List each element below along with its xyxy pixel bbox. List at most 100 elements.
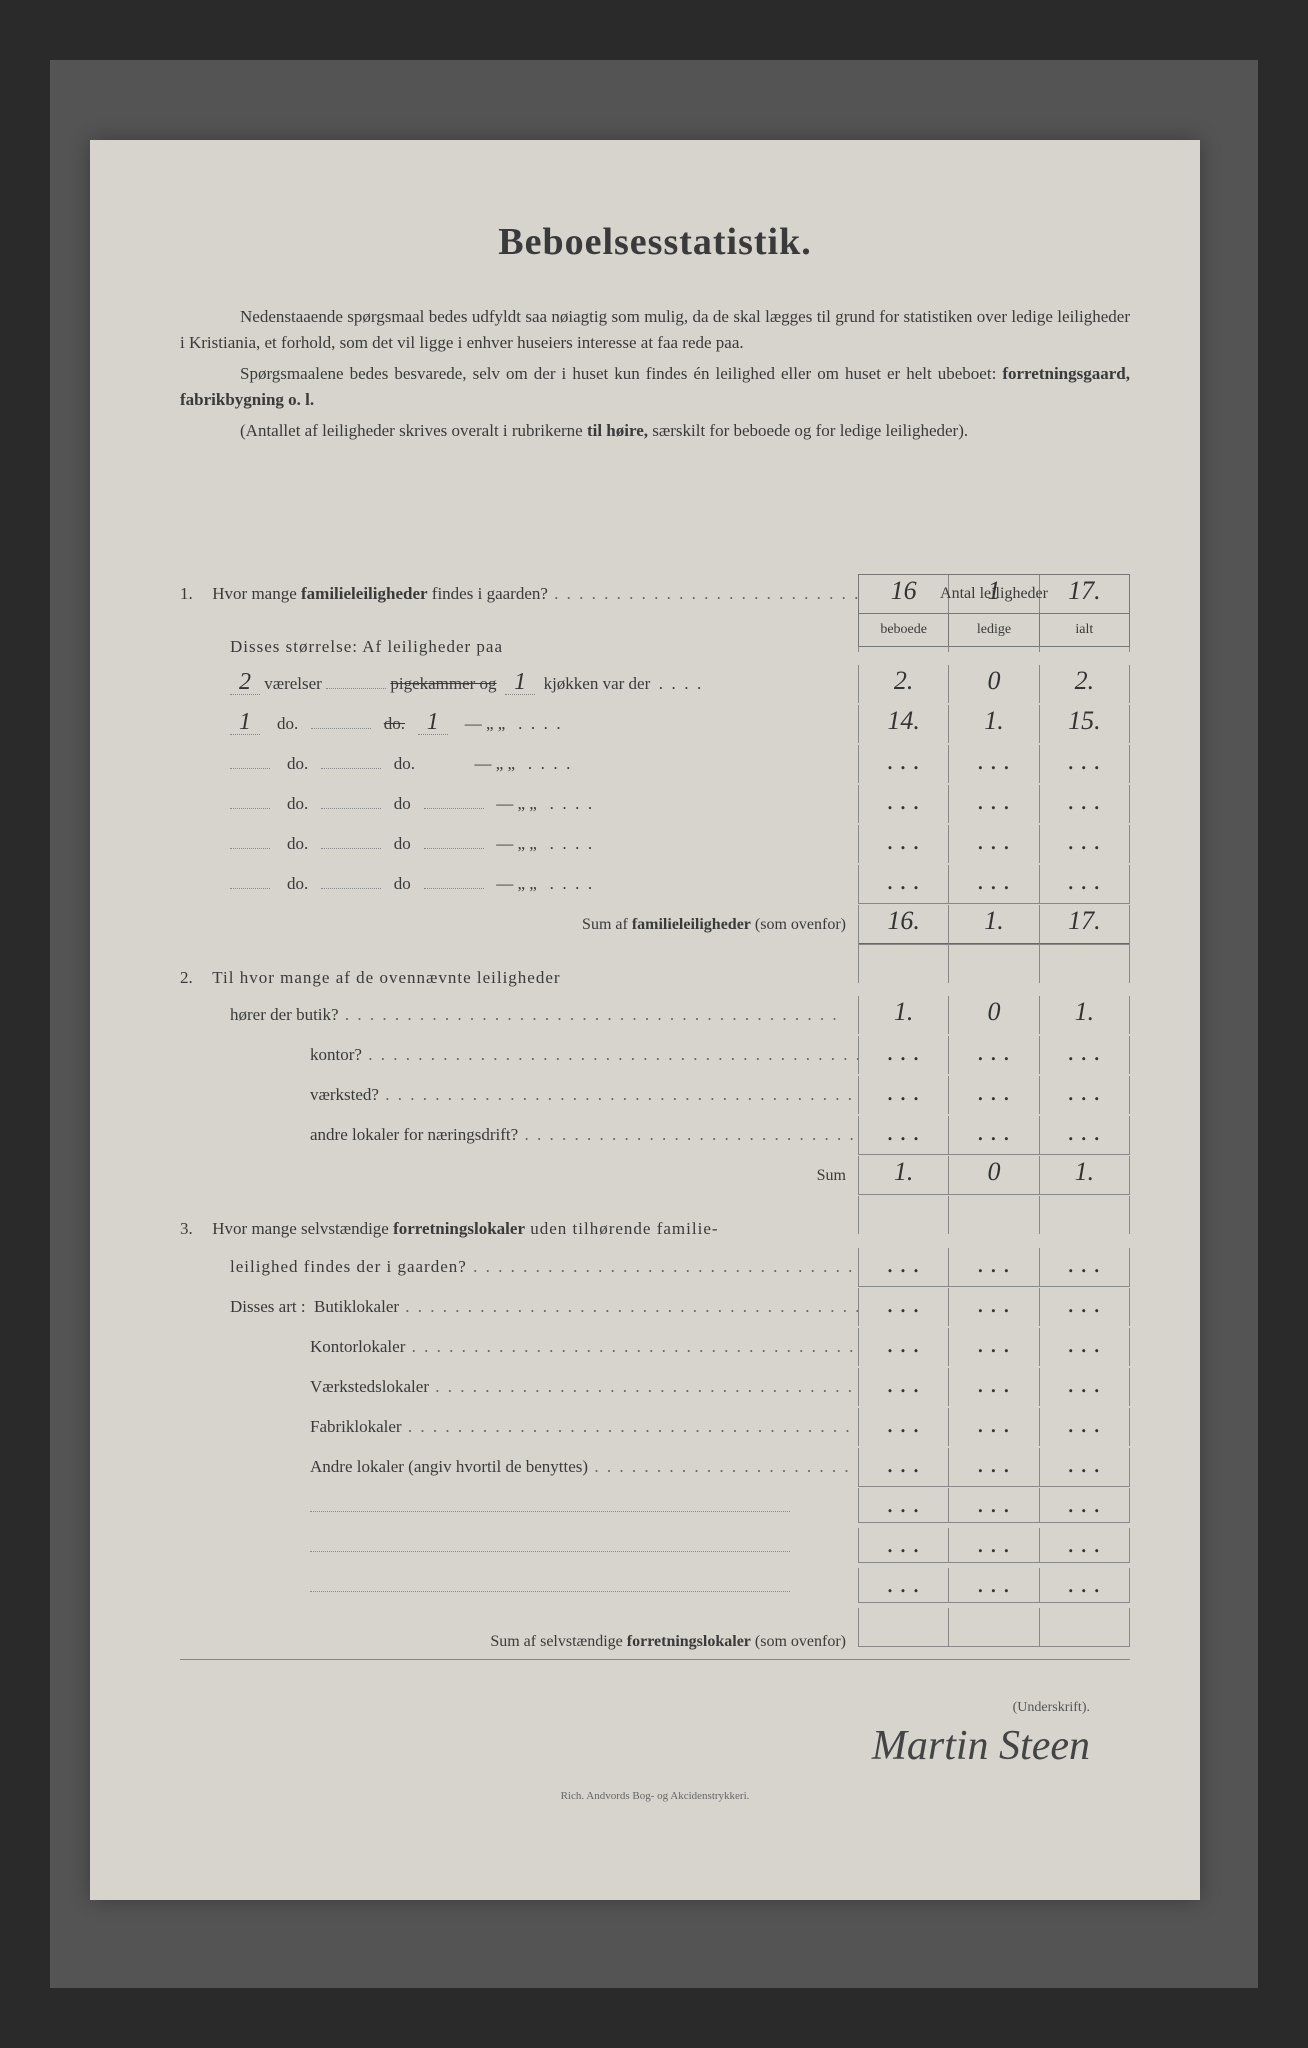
q1-size-row-2: do. do. — „ „ . . . . . . .. . .. . .	[180, 745, 1130, 785]
q3-l1: Kontorlokaler	[310, 1337, 405, 1356]
q1-r5-kj: — „ „	[496, 874, 537, 893]
q3-l4: Andre lokaler (angiv hvortil de benyttes…	[310, 1457, 588, 1476]
header-col-beboede: beboede	[859, 614, 949, 646]
q1-size-intro: Disses størrelse: Af leiligheder paa	[230, 637, 503, 656]
q1-text-a: Hvor mange	[212, 584, 301, 603]
intro-text-2a: Spørgsmaalene bedes besvarede, selv om d…	[240, 364, 1002, 383]
q1-r2-kj: — „ „	[475, 754, 516, 773]
q1-r1-kj: — „ „	[465, 714, 506, 733]
q1-size-row-1: 1 do. do. 1 — „ „ . . . . 14. 1. 15.	[180, 705, 1130, 745]
q1-r0-l: 0	[949, 665, 1039, 703]
intro-text-3a: (Antallet af leiligheder skrives overalt…	[240, 421, 587, 440]
q2-sum-i: 1.	[1040, 1156, 1129, 1194]
header-top: Antal leiligheder	[859, 575, 1129, 614]
q2-sum-l: 0	[949, 1156, 1039, 1194]
q1-r4-kj: — „ „	[496, 834, 537, 853]
q1-sum-a: Sum af	[582, 916, 632, 933]
q1-r4-word: do.	[287, 834, 308, 853]
q2-line-3: andre lokaler for næringsdrift? . . .. .…	[180, 1116, 1130, 1156]
printer-line: Rich. Andvords Bog- og Akcidenstrykkeri.	[180, 1790, 1130, 1802]
q3-l2: Værkstedslokaler	[310, 1377, 429, 1396]
intro-paragraph-1: Nedenstaaende spørgsmaal bedes udfyldt s…	[180, 304, 1130, 355]
q1-r3-word: do.	[287, 794, 308, 813]
q3-line-3: Fabriklokaler . . .. . .. . .	[180, 1408, 1130, 1448]
q1-r2-pk: do.	[394, 754, 415, 773]
q1-r1-vaerelser: 1	[230, 710, 260, 735]
q2-sum-row: Sum 1. 0 1.	[180, 1156, 1130, 1196]
q1-r5-pk: do	[394, 874, 411, 893]
q1-r0-k: 1	[505, 670, 535, 695]
q2-line-0: hører der butik? 1. 0 1.	[180, 996, 1130, 1036]
signature-area: (Underskrift). Martin Steen	[180, 1700, 1130, 1770]
q3-blank-2: . . .. . .. . .	[180, 1528, 1130, 1568]
q1-r1-i: 15.	[1040, 705, 1129, 743]
q1-text-b: familieleiligheder	[301, 584, 428, 603]
intro-paragraph-2: Spørgsmaalene bedes besvarede, selv om d…	[180, 361, 1130, 412]
q1-size-row-5: do. do — „ „ . . . . . . .. . .. . .	[180, 865, 1130, 905]
header-col-ledige: ledige	[949, 614, 1039, 646]
q3-text-a: Hvor mange selvstændige	[212, 1219, 393, 1238]
q1-r0-b: 2.	[859, 665, 949, 703]
header-col-ialt: ialt	[1040, 614, 1129, 646]
q1-r0-i: 2.	[1040, 665, 1129, 703]
column-header: Antal leiligheder beboede ledige ialt	[858, 574, 1130, 647]
q2-l0-i: 1.	[1040, 996, 1129, 1034]
q3-line-1: Kontorlokaler . . .. . .. . .	[180, 1328, 1130, 1368]
q1-size-row-0: 2 værelser pigekammer og 1 kjøkken var d…	[180, 665, 1130, 705]
page-title: Beboelsesstatistik.	[180, 220, 1130, 264]
q3-number: 3.	[180, 1210, 208, 1247]
q1-number: 1.	[180, 575, 208, 612]
q1-r2-word: do.	[287, 754, 308, 773]
q2-l0-b: 1.	[859, 996, 949, 1034]
intro-paragraph-3: (Antallet af leiligheder skrives overalt…	[180, 418, 1130, 444]
q1-r3-pk: do	[394, 794, 411, 813]
document-page: Beboelsesstatistik. Nedenstaaende spørgs…	[90, 140, 1200, 1900]
q3-line-4: Andre lokaler (angiv hvortil de benyttes…	[180, 1448, 1130, 1488]
q2-sum-b: 1.	[859, 1156, 949, 1194]
signature-label: (Underskrift).	[180, 1700, 1090, 1716]
q2-text: Til hvor mange af de ovennævnte leilighe…	[212, 968, 560, 987]
intro-text-3b: til høire,	[587, 421, 648, 440]
q1-r1-l: 1.	[949, 705, 1039, 743]
q1-r0-kj: kjøkken var der	[544, 674, 651, 693]
q3-text-b: forretningslokaler	[393, 1219, 525, 1238]
q2-intro-row: 2. Til hvor mange af de ovennævnte leili…	[180, 945, 1130, 996]
q1-sum-beboede: 16.	[859, 905, 949, 944]
q3-text-d: leilighed findes der i gaarden?	[230, 1257, 467, 1276]
q2-sum-label: Sum	[817, 1167, 846, 1184]
q3-blank-1: . . .. . .. . .	[180, 1488, 1130, 1528]
q2-l1-label: kontor?	[310, 1045, 362, 1064]
q1-r0-word: værelser	[264, 674, 322, 693]
q3-sum-a: Sum af selvstændige	[490, 1633, 626, 1650]
intro-text-1: Nedenstaaende spørgsmaal bedes udfyldt s…	[180, 307, 1130, 352]
q3-l0: Butiklokaler	[314, 1297, 399, 1316]
q1-size-row-4: do. do — „ „ . . . . . . .. . .. . .	[180, 825, 1130, 865]
q1-r3-kj: — „ „	[496, 794, 537, 813]
q3-art-label: Disses art :	[230, 1297, 306, 1316]
q1-r1-b: 14.	[859, 705, 949, 743]
q3-blank-3: . . .. . .. . .	[180, 1568, 1130, 1608]
q1-sum-row: Sum af familieleiligheder (som ovenfor) …	[180, 905, 1130, 945]
q2-line-2: værksted? . . .. . .. . .	[180, 1076, 1130, 1116]
q2-line-1: kontor? . . .. . .. . .	[180, 1036, 1130, 1076]
q2-l0-label: hører der butik?	[230, 1005, 339, 1024]
q1-sum-ialt: 17.	[1040, 905, 1129, 944]
q1-r5-word: do.	[287, 874, 308, 893]
q3-sum-row: Sum af selvstændige forretningslokaler (…	[180, 1608, 1130, 1660]
q3-line-0: Disses art : Butiklokaler . . .. . .. . …	[180, 1288, 1130, 1328]
q1-r0-vaerelser: 2	[230, 670, 260, 695]
q3-intro-row2: leilighed findes der i gaarden? . . .. .…	[180, 1248, 1130, 1288]
q1-r1-pk: do.	[384, 714, 405, 733]
q1-text-c: findes i gaarden?	[428, 584, 548, 603]
signature-name: Martin Steen	[180, 1722, 1090, 1770]
q1-sum-c: (som ovenfor)	[751, 916, 846, 933]
q1-size-row-3: do. do — „ „ . . . . . . .. . .. . .	[180, 785, 1130, 825]
q3-l3: Fabriklokaler	[310, 1417, 402, 1436]
form-area: Antal leiligheder beboede ledige ialt 1.…	[180, 574, 1130, 1660]
question-1: 1. Hvor mange familieleiligheder findes …	[180, 574, 1130, 1660]
q3-line-2: Værkstedslokaler . . .. . .. . .	[180, 1368, 1130, 1408]
q3-sum-b: forretningslokaler	[627, 1633, 751, 1650]
q3-sum-c: (som ovenfor)	[751, 1633, 846, 1650]
q1-r1-k: 1	[418, 710, 448, 735]
q1-sum-ledige: 1.	[949, 905, 1039, 944]
